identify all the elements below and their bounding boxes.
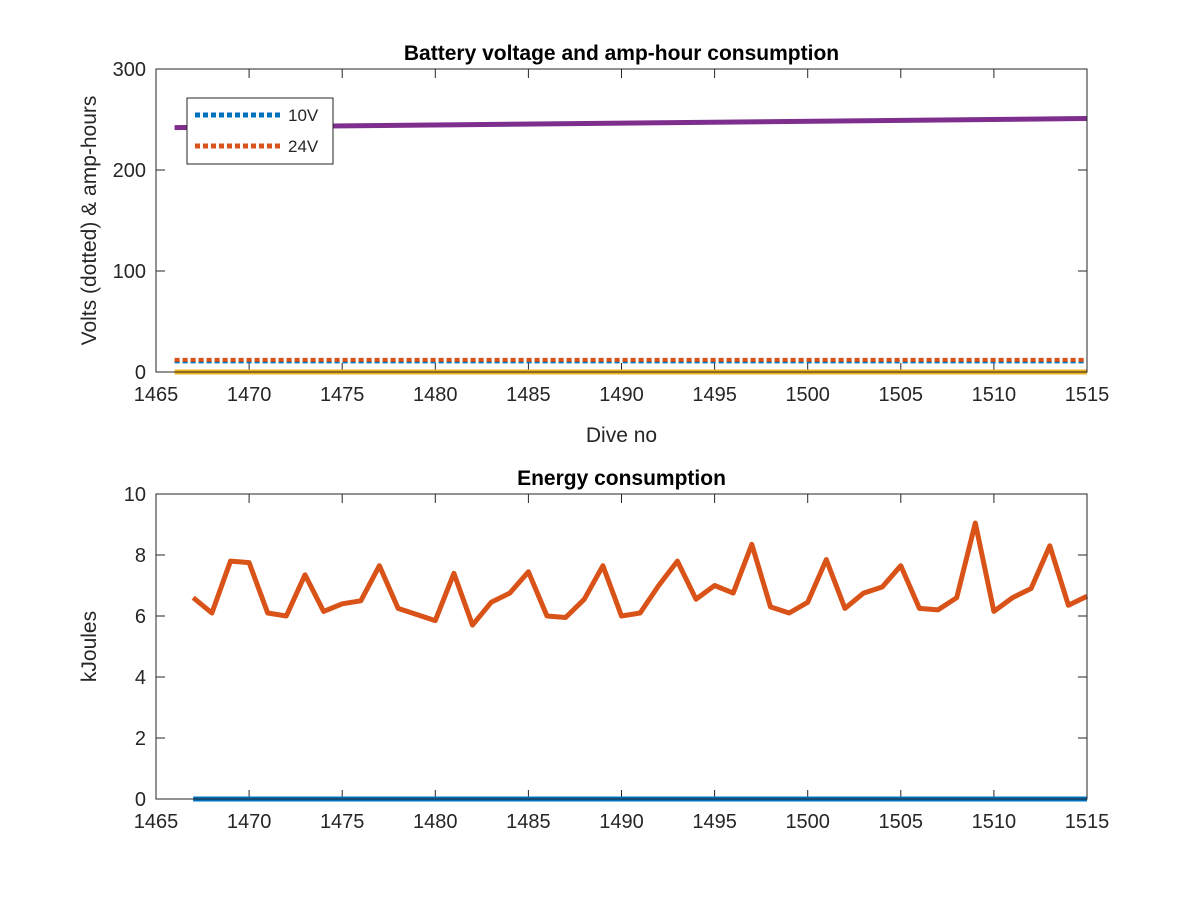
x-tick-label: 1495 bbox=[692, 811, 737, 833]
y-tick-label: 0 bbox=[135, 362, 146, 384]
x-tick-label: 1490 bbox=[599, 384, 644, 406]
x-tick-label: 1485 bbox=[506, 811, 551, 833]
y-tick-label: 6 bbox=[135, 606, 146, 628]
voltage-x-axis-label: Dive no bbox=[586, 424, 657, 447]
x-tick-label: 1465 bbox=[134, 384, 179, 406]
y-tick-label: 100 bbox=[113, 261, 146, 283]
energy-chart-title: Energy consumption bbox=[517, 467, 726, 490]
x-tick-label: 1500 bbox=[785, 384, 830, 406]
x-tick-label: 1510 bbox=[972, 384, 1017, 406]
legend: 10V 24V bbox=[186, 97, 334, 165]
voltage-y-axis-label: Volts (dotted) & amp-hours bbox=[78, 96, 101, 346]
x-tick-label: 1480 bbox=[413, 811, 458, 833]
x-tick-label: 1465 bbox=[134, 811, 179, 833]
x-tick-label: 1490 bbox=[599, 811, 644, 833]
y-tick-label: 200 bbox=[113, 160, 146, 182]
x-tick-label: 1515 bbox=[1065, 811, 1110, 833]
x-tick-label: 1505 bbox=[879, 811, 924, 833]
energy-y-axis-label: kJoules bbox=[78, 611, 101, 682]
legend-label-24v: 24V bbox=[288, 137, 319, 156]
y-tick-label: 2 bbox=[135, 728, 146, 750]
y-tick-label: 0 bbox=[135, 789, 146, 811]
x-tick-label: 1515 bbox=[1065, 384, 1110, 406]
y-tick-label: 300 bbox=[113, 59, 146, 81]
y-tick-label: 8 bbox=[135, 545, 146, 567]
voltage-chart-title: Battery voltage and amp-hour consumption bbox=[404, 42, 839, 65]
x-tick-label: 1505 bbox=[879, 384, 924, 406]
y-tick-label: 10 bbox=[124, 484, 146, 506]
x-tick-label: 1475 bbox=[320, 811, 365, 833]
legend-box bbox=[186, 97, 334, 165]
voltage-axes-box bbox=[155, 68, 1088, 373]
legend-label-10v: 10V bbox=[288, 106, 319, 125]
x-tick-label: 1475 bbox=[320, 384, 365, 406]
y-tick-label: 4 bbox=[135, 667, 146, 689]
x-tick-label: 1480 bbox=[413, 384, 458, 406]
x-tick-label: 1470 bbox=[227, 384, 272, 406]
x-tick-label: 1500 bbox=[785, 811, 830, 833]
energy-axes: 1465 1470 1475 1480 1485 1490 1495 1500 1505 1510… bbox=[78, 467, 1109, 833]
x-tick-label: 1485 bbox=[506, 384, 551, 406]
voltage-axes: 1465 1470 1475 1480 1485 1490 1495 1500 1505 1510… bbox=[78, 42, 1109, 447]
x-tick-label: 1495 bbox=[692, 384, 737, 406]
energy-axes-box bbox=[155, 493, 1088, 800]
x-tick-label: 1510 bbox=[972, 811, 1017, 833]
series-line-energy-0 bbox=[191, 520, 1089, 628]
x-tick-label: 1470 bbox=[227, 811, 272, 833]
